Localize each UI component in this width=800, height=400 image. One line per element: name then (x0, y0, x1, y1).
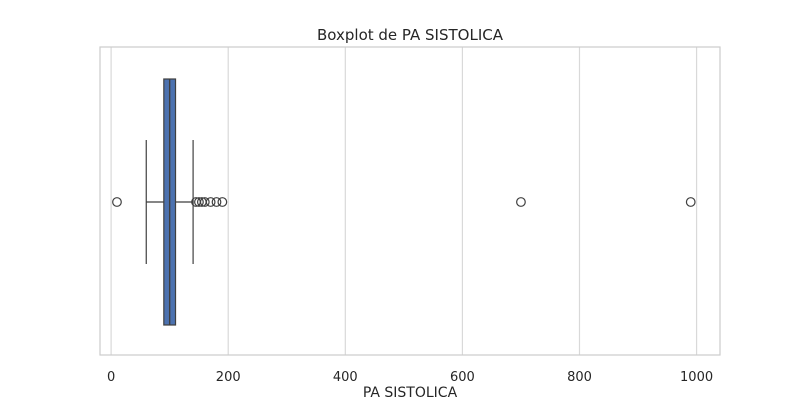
box-series (145, 78, 194, 326)
x-tick-labels: 0 200 400 600 800 1000 (107, 370, 713, 385)
outlier-points (112, 197, 696, 207)
x-tick-label: 600 (450, 370, 475, 385)
chart-title: Boxplot de PA SISTOLICA (317, 26, 504, 44)
x-axis-label: PA SISTOLICA (363, 385, 458, 400)
x-tick-label: 400 (333, 370, 358, 385)
grid-lines (110, 47, 698, 355)
outlier-point (112, 197, 122, 207)
x-tick-label: 800 (567, 370, 592, 385)
outlier-point (516, 197, 526, 207)
x-tick-label: 0 (107, 370, 115, 385)
outlier-point (194, 197, 204, 207)
outlier-point (205, 197, 216, 207)
x-tick-label: 1000 (680, 370, 713, 385)
plot-area-frame (99, 46, 721, 356)
x-tick-label: 200 (216, 370, 241, 385)
outlier-point (217, 197, 228, 207)
outlier-point (211, 197, 222, 207)
outlier-point (199, 197, 210, 207)
outlier-point (685, 197, 696, 207)
